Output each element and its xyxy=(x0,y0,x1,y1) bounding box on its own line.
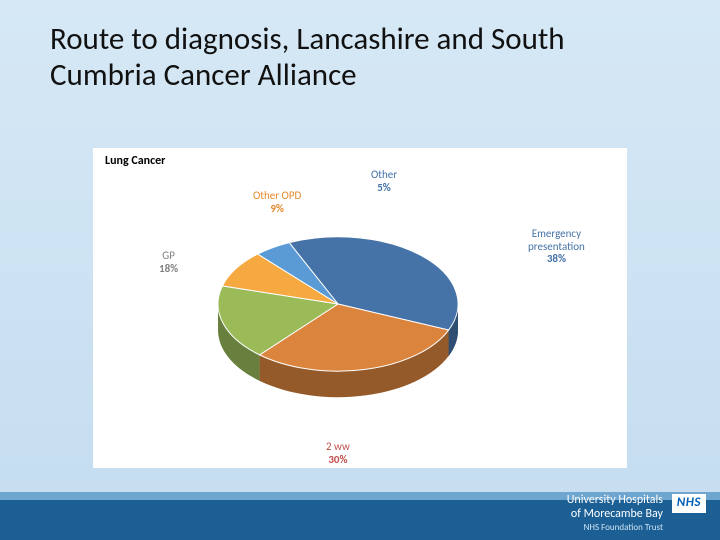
footer-org-sub: NHS Foundation Trust xyxy=(584,522,663,533)
nhs-logo: NHS xyxy=(672,494,706,512)
slice-label-two_ww: 2 ww30% xyxy=(326,441,350,466)
chart-title: Lung Cancer xyxy=(105,154,165,168)
pie-chart xyxy=(208,186,468,446)
chart-panel: Lung Cancer Emergencypresentation38% 2 ww… xyxy=(93,148,627,468)
slice-label-other_opd: Other OPD9% xyxy=(253,190,301,215)
footer-org-line2: of Morecambe Bay xyxy=(571,507,663,521)
footer-main: University Hospitals of Morecambe Bay NH… xyxy=(0,500,720,540)
slice-label-other: Other5% xyxy=(371,169,397,194)
footer-org: University Hospitals of Morecambe Bay NH… xyxy=(567,494,706,534)
page-title: Route to diagnosis, Lancashire and South… xyxy=(50,22,670,93)
slice-label-emergency: Emergencypresentation38% xyxy=(528,228,585,266)
footer: University Hospitals of Morecambe Bay NH… xyxy=(0,484,720,540)
slice-label-gp: GP18% xyxy=(159,250,178,275)
footer-org-line1: University Hospitals xyxy=(567,493,663,507)
slide: Route to diagnosis, Lancashire and South… xyxy=(0,0,720,540)
